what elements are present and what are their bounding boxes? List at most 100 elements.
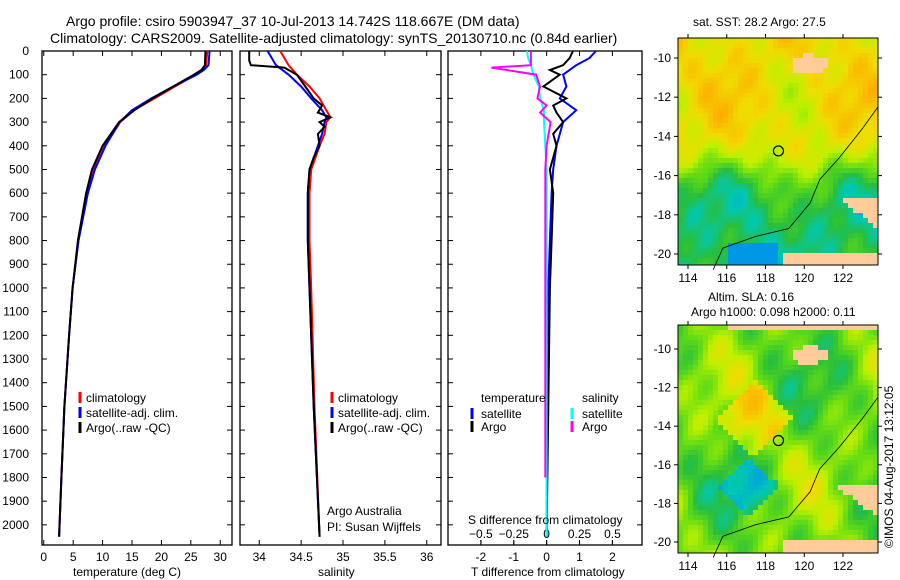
map-cell bbox=[728, 178, 733, 183]
map-cell bbox=[768, 535, 773, 540]
map-cell bbox=[793, 505, 798, 510]
map-cell bbox=[848, 108, 853, 113]
map-cell bbox=[818, 455, 823, 460]
map-cell bbox=[823, 73, 828, 78]
map-cell bbox=[788, 233, 793, 238]
map-cell bbox=[723, 253, 728, 258]
map-cell bbox=[868, 550, 873, 553]
map-cell bbox=[813, 500, 818, 505]
map-cell bbox=[683, 98, 688, 103]
map-cell bbox=[688, 173, 693, 178]
map-cell bbox=[688, 163, 693, 168]
map-cell bbox=[798, 43, 803, 48]
map-cell bbox=[743, 208, 748, 213]
map-cell bbox=[828, 103, 833, 108]
map-cell bbox=[853, 325, 858, 330]
series-line-climatology bbox=[279, 50, 332, 537]
map-cell bbox=[743, 263, 748, 265]
map-cell bbox=[723, 325, 728, 330]
map-cell bbox=[843, 510, 848, 515]
map-cell bbox=[728, 248, 733, 253]
map-cell bbox=[833, 258, 838, 263]
map-cell bbox=[713, 525, 718, 530]
map-cell bbox=[803, 415, 808, 420]
map-cell bbox=[783, 460, 788, 465]
map-cell bbox=[823, 535, 828, 540]
map-cell bbox=[678, 365, 683, 370]
map-cell bbox=[803, 48, 808, 53]
map-cell bbox=[828, 485, 833, 490]
map-cell bbox=[703, 400, 708, 405]
map-cell bbox=[683, 380, 688, 385]
legend-entry: Argo bbox=[582, 420, 608, 434]
map-cell bbox=[693, 103, 698, 108]
map-cell bbox=[778, 68, 783, 73]
map-cell bbox=[868, 445, 873, 450]
map-cell bbox=[738, 83, 743, 88]
map-cell bbox=[818, 258, 823, 263]
map-cell bbox=[678, 138, 683, 143]
map-cell bbox=[868, 540, 873, 545]
map-cell bbox=[853, 223, 858, 228]
map-cell bbox=[843, 350, 848, 355]
map-cell bbox=[758, 148, 763, 153]
map-cell bbox=[728, 530, 733, 535]
map-cell bbox=[743, 43, 748, 48]
map-cell bbox=[748, 263, 753, 265]
map-cell bbox=[688, 138, 693, 143]
map-cell bbox=[713, 128, 718, 133]
map-cell bbox=[698, 133, 703, 138]
map-cell bbox=[688, 385, 693, 390]
map-cell bbox=[678, 228, 683, 233]
map-cell bbox=[788, 68, 793, 73]
map-cell bbox=[868, 490, 873, 495]
map-cell bbox=[843, 425, 848, 430]
map-cell bbox=[708, 53, 713, 58]
map-cell bbox=[738, 535, 743, 540]
map-cell bbox=[813, 168, 818, 173]
map-cell bbox=[803, 520, 808, 525]
map-cell bbox=[838, 515, 843, 520]
map-cell bbox=[698, 163, 703, 168]
map-cell bbox=[838, 123, 843, 128]
map-cell bbox=[833, 238, 838, 243]
map-cell bbox=[708, 173, 713, 178]
map-cell bbox=[683, 58, 688, 63]
map-cell bbox=[863, 415, 868, 420]
map-cell bbox=[718, 213, 723, 218]
map-cell bbox=[873, 68, 878, 73]
map-cell bbox=[708, 455, 713, 460]
map-cell bbox=[688, 415, 693, 420]
map-cell bbox=[753, 103, 758, 108]
map-cell bbox=[713, 108, 718, 113]
map-cell bbox=[723, 103, 728, 108]
map-cell bbox=[803, 118, 808, 123]
map-cell bbox=[833, 440, 838, 445]
map-cell bbox=[833, 495, 838, 500]
map-cell bbox=[718, 188, 723, 193]
map-cell bbox=[818, 480, 823, 485]
map-cell bbox=[738, 540, 743, 545]
map-cell bbox=[808, 213, 813, 218]
map-cell bbox=[853, 490, 858, 495]
map-cell bbox=[778, 238, 783, 243]
map-cell bbox=[768, 48, 773, 53]
map-cell bbox=[863, 550, 868, 553]
map-cell bbox=[683, 490, 688, 495]
map-cell bbox=[823, 168, 828, 173]
map-cell bbox=[858, 88, 863, 93]
map-cell bbox=[698, 490, 703, 495]
map-cell bbox=[808, 198, 813, 203]
map-cell bbox=[798, 465, 803, 470]
map-cell bbox=[763, 83, 768, 88]
map-cell bbox=[843, 133, 848, 138]
map-cell bbox=[838, 153, 843, 158]
map-cell bbox=[728, 153, 733, 158]
map-cell bbox=[828, 445, 833, 450]
map-cell bbox=[803, 365, 808, 370]
map-cell bbox=[693, 475, 698, 480]
map-cell bbox=[868, 38, 873, 43]
map-cell bbox=[738, 365, 743, 370]
map-cell bbox=[868, 213, 873, 218]
map-cell bbox=[838, 440, 843, 445]
